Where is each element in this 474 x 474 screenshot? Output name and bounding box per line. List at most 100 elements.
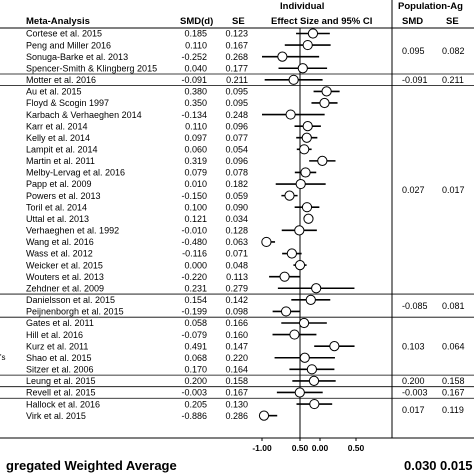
study-smd: 0.319 bbox=[184, 156, 207, 166]
population-smd: 0.103 bbox=[402, 341, 425, 351]
x-tick-label: 0.00 bbox=[312, 443, 329, 453]
study-row: Motter et al. 2016 -0.091 0.211 bbox=[26, 74, 323, 85]
footer-smd: 0.030 bbox=[404, 458, 437, 473]
study-se: 0.164 bbox=[225, 365, 248, 375]
study-smd: 0.380 bbox=[184, 87, 207, 97]
study-name: Shao et al. 2015 bbox=[26, 353, 92, 363]
study-name: Revell et al. 2015 bbox=[26, 388, 96, 398]
study-row: Floyd & Scogin 1997 0.350 0.095 bbox=[26, 97, 338, 108]
study-smd: 0.079 bbox=[184, 168, 207, 178]
study-row: Wouters et al. 2013 -0.220 0.113 bbox=[26, 271, 301, 282]
study-smd: -0.480 bbox=[181, 237, 207, 247]
study-row: Virk et al. 2015 -0.886 0.286 bbox=[26, 410, 278, 421]
effect-point bbox=[309, 398, 320, 410]
study-row: Uttal et al. 2013 0.121 0.034 bbox=[26, 213, 314, 224]
study-row: Powers et al. 2013 -0.150 0.059 bbox=[26, 190, 298, 201]
study-se: 0.078 bbox=[225, 168, 248, 178]
study-se: 0.147 bbox=[225, 341, 248, 351]
study-name: Powers et al. 2013 bbox=[26, 191, 101, 201]
side-marker: 's bbox=[0, 353, 6, 362]
effect-point bbox=[288, 74, 299, 85]
study-se: 0.095 bbox=[225, 98, 248, 108]
study-row: Karbach & Verhaeghen 2014 -0.134 0.248 bbox=[26, 109, 325, 120]
study-name: Peijnenborgh et al. 2015 bbox=[26, 307, 124, 317]
header-population: Population-Ag bbox=[398, 1, 463, 12]
study-se: 0.034 bbox=[225, 214, 248, 224]
study-name: Lampit et al. 2014 bbox=[26, 145, 98, 155]
study-row: Papp et al. 2009 0.010 0.182 bbox=[26, 178, 326, 190]
study-row: Melby-Lervag et al. 2016 0.079 0.078 bbox=[26, 167, 317, 178]
study-name: Kelly et al. 2014 bbox=[26, 133, 90, 143]
header-pop-smd: SMD bbox=[402, 16, 423, 27]
footer-se: 0.015 bbox=[440, 458, 473, 473]
study-se: 0.071 bbox=[225, 249, 248, 259]
effect-point bbox=[299, 352, 310, 363]
study-row: Revell et al. 2015 -0.003 0.167 bbox=[26, 387, 323, 398]
study-name: Peng and Miller 2016 bbox=[26, 40, 111, 50]
study-smd: -0.220 bbox=[181, 272, 207, 282]
study-row: Hill et al. 2016 -0.079 0.160 bbox=[26, 329, 317, 340]
study-row: Wang et al. 2016 -0.480 0.063 bbox=[26, 236, 276, 247]
study-name: Virk et al. 2015 bbox=[26, 411, 86, 421]
study-se: 0.095 bbox=[225, 87, 248, 97]
effect-point bbox=[258, 410, 270, 421]
study-smd: 0.058 bbox=[184, 318, 207, 328]
study-smd: 0.231 bbox=[184, 283, 207, 293]
study-smd: -0.252 bbox=[181, 52, 207, 62]
population-smd: -0.091 bbox=[402, 75, 428, 85]
header-se: SE bbox=[232, 16, 245, 27]
effect-point bbox=[295, 178, 306, 190]
group-dividers bbox=[0, 73, 474, 399]
x-tick-label: 0.50 bbox=[292, 443, 309, 453]
study-name: Papp et al. 2009 bbox=[26, 179, 92, 189]
study-smd: -0.199 bbox=[181, 307, 207, 317]
study-smd: 0.205 bbox=[184, 399, 207, 409]
study-smd: 0.121 bbox=[184, 214, 207, 224]
effect-point bbox=[311, 283, 322, 294]
study-row: Martin et al. 2011 0.319 0.096 bbox=[26, 155, 336, 166]
population-se: 0.081 bbox=[442, 301, 465, 311]
study-row: Hallock et al. 2016 0.205 0.130 bbox=[26, 398, 333, 410]
effect-point bbox=[302, 121, 313, 132]
study-smd: -0.010 bbox=[181, 226, 207, 236]
study-smd: 0.110 bbox=[185, 121, 207, 131]
effect-point bbox=[302, 39, 313, 51]
study-name: Cortese et al. 2015 bbox=[26, 29, 102, 39]
effect-point bbox=[303, 213, 314, 224]
effect-point bbox=[277, 51, 288, 62]
study-name: Sitzer et al. 2006 bbox=[26, 365, 94, 375]
study-name: Wass et al. 2012 bbox=[26, 249, 93, 259]
study-name: Wang et al. 2016 bbox=[26, 237, 94, 247]
population-se: 0.064 bbox=[442, 341, 465, 351]
study-name: Toril et al. 2014 bbox=[26, 202, 87, 212]
x-tick-label: -1.00 bbox=[252, 443, 272, 453]
population-se: 0.017 bbox=[442, 185, 465, 195]
study-smd: -0.079 bbox=[181, 330, 207, 340]
study-se: 0.077 bbox=[225, 133, 248, 143]
footer-label: gregated Weighted Average bbox=[6, 458, 177, 473]
study-se: 0.158 bbox=[225, 376, 248, 386]
study-smd: 0.170 bbox=[184, 365, 207, 375]
population-smd: -0.003 bbox=[402, 388, 428, 398]
header-effect-size: Effect Size and 95% CI bbox=[271, 16, 372, 27]
effect-point bbox=[306, 364, 317, 375]
study-smd: -0.003 bbox=[181, 388, 207, 398]
population-se: 0.167 bbox=[442, 388, 465, 398]
study-name: Sonuga-Barke et al. 2013 bbox=[26, 52, 128, 62]
study-name: Spencer-Smith & Klingberg 2015 bbox=[26, 63, 157, 73]
effect-point bbox=[297, 63, 308, 74]
study-name: Martin et al. 2011 bbox=[26, 156, 95, 166]
study-row: Kurz et al. 2011 0.491 0.147 bbox=[26, 341, 355, 351]
population-smd: 0.017 bbox=[402, 405, 425, 415]
study-smd: 0.040 bbox=[184, 63, 207, 73]
study-smd: 0.097 bbox=[184, 133, 207, 143]
study-name: Floyd & Scogin 1997 bbox=[26, 98, 109, 108]
header-meta-analysis: Meta-Analysis bbox=[26, 16, 90, 27]
study-smd: -0.116 bbox=[182, 249, 207, 259]
study-smd: 0.100 bbox=[184, 202, 207, 212]
effect-point bbox=[321, 86, 332, 97]
study-name: Gates et al. 2011 bbox=[26, 318, 94, 328]
effect-point bbox=[329, 341, 340, 352]
effect-point bbox=[289, 329, 300, 340]
